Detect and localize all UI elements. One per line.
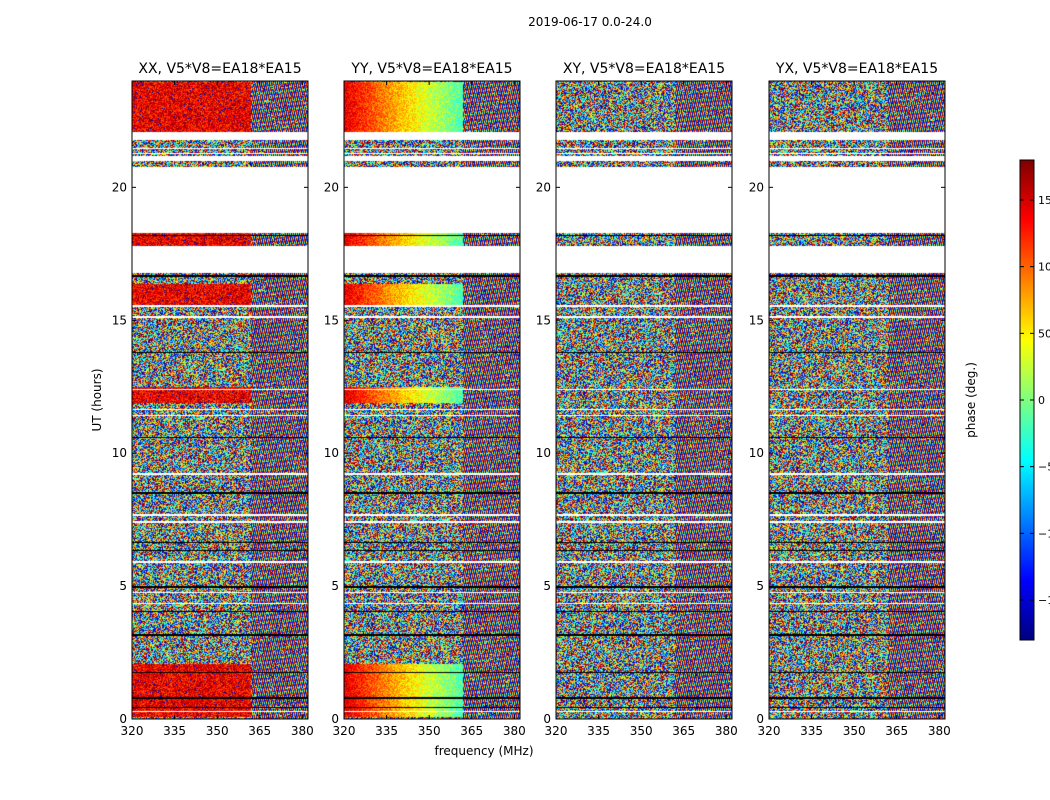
x-tick-label: 320	[545, 724, 568, 738]
colorbar-tick-label: −150	[1038, 594, 1050, 607]
plot-frame-xx	[131, 80, 309, 720]
y-tick-label: 10	[536, 446, 551, 460]
plot-frame-yy	[343, 80, 521, 720]
x-tick-label: 320	[333, 724, 356, 738]
heatmap-yy	[344, 81, 520, 719]
x-tick-label: 380	[715, 724, 738, 738]
axes-ticks-yx: 320 335 350 365 380 0 5 10 15 20	[749, 81, 951, 738]
x-axis-label: frequency (MHz)	[434, 744, 533, 758]
y-tick-label: 0	[119, 712, 127, 726]
colorbar-label: phase (deg.)	[964, 362, 978, 438]
x-tick-label: 380	[291, 724, 314, 738]
panel-yy: YY, V5*V8=EA18*EA15 320 335 350 365 380 0 5 10 1…	[324, 61, 526, 738]
colorbar-tick-label: 100	[1038, 261, 1050, 274]
y-tick-label: 10	[324, 446, 339, 460]
plot-frame-xy	[555, 80, 733, 720]
y-tick-label: 20	[749, 180, 764, 194]
x-tick-label: 365	[248, 724, 271, 738]
x-tick-label: 320	[121, 724, 144, 738]
axes-ticks-yy: 320 335 350 365 380 0 5 10 15 20	[324, 81, 526, 738]
y-tick-label: 15	[112, 313, 127, 327]
panel-title-xx: XX, V5*V8=EA18*EA15	[138, 61, 301, 77]
heatmap-yx	[769, 81, 945, 719]
x-tick-label: 335	[375, 724, 398, 738]
plot-frame-yx	[768, 80, 946, 720]
y-tick-label: 5	[543, 579, 551, 593]
heatmap-xx	[132, 81, 308, 719]
x-tick-label: 380	[503, 724, 526, 738]
x-tick-label: 320	[758, 724, 781, 738]
x-tick-label: 335	[800, 724, 823, 738]
panel-xx: XX, V5*V8=EA18*EA15 320 335 350 365 380 0 5 10 1…	[112, 61, 314, 738]
colorbar-tick-label: 150	[1038, 194, 1050, 207]
panel-title-yy: YY, V5*V8=EA18*EA15	[350, 61, 512, 77]
x-tick-label: 335	[587, 724, 610, 738]
y-tick-label: 20	[112, 180, 127, 194]
x-tick-label: 350	[843, 724, 866, 738]
panel-title-xy: XY, V5*V8=EA18*EA15	[563, 61, 725, 77]
x-tick-label: 350	[418, 724, 441, 738]
colorbar-tick-label: 50	[1038, 327, 1050, 340]
x-tick-label: 365	[885, 724, 908, 738]
y-tick-label: 5	[119, 579, 127, 593]
colorbar-ticks: 150 100 50 0 −50 −100 −150	[1020, 194, 1050, 607]
y-tick-label: 0	[756, 712, 764, 726]
y-axis-label: UT (hours)	[90, 368, 104, 431]
panel-xy: XY, V5*V8=EA18*EA15 320 335 350 365 380 0 5 10 1…	[536, 61, 738, 738]
x-tick-label: 350	[630, 724, 653, 738]
x-tick-label: 380	[928, 724, 951, 738]
y-tick-label: 10	[749, 446, 764, 460]
y-tick-label: 20	[324, 180, 339, 194]
y-tick-label: 5	[331, 579, 339, 593]
y-tick-label: 15	[324, 313, 339, 327]
y-tick-label: 5	[756, 579, 764, 593]
colorbar: 150 100 50 0 −50 −100 −150 phase (deg.)	[964, 159, 1050, 641]
x-tick-label: 365	[460, 724, 483, 738]
figure-suptitle: 2019-06-17 0.0-24.0	[528, 15, 652, 29]
x-tick-label: 365	[672, 724, 695, 738]
y-tick-label: 15	[536, 313, 551, 327]
colorbar-tick-label: −50	[1038, 461, 1050, 474]
y-tick-label: 15	[749, 313, 764, 327]
y-tick-label: 20	[536, 180, 551, 194]
y-tick-label: 0	[543, 712, 551, 726]
x-tick-label: 350	[206, 724, 229, 738]
heatmap-xy	[556, 81, 732, 719]
y-tick-label: 10	[112, 446, 127, 460]
x-tick-label: 335	[163, 724, 186, 738]
axes-ticks-xy: 320 335 350 365 380 0 5 10 15 20	[536, 81, 738, 738]
colorbar-tick-label: −100	[1038, 527, 1050, 540]
axes-ticks-xx: 320 335 350 365 380 0 5 10 15 20	[112, 81, 314, 738]
y-tick-label: 0	[331, 712, 339, 726]
panel-yx: YX, V5*V8=EA18*EA15 320 335 350 365 380 0 5 10 1…	[749, 61, 951, 738]
panel-title-yx: YX, V5*V8=EA18*EA15	[775, 61, 938, 77]
colorbar-tick-label: 0	[1038, 394, 1045, 407]
